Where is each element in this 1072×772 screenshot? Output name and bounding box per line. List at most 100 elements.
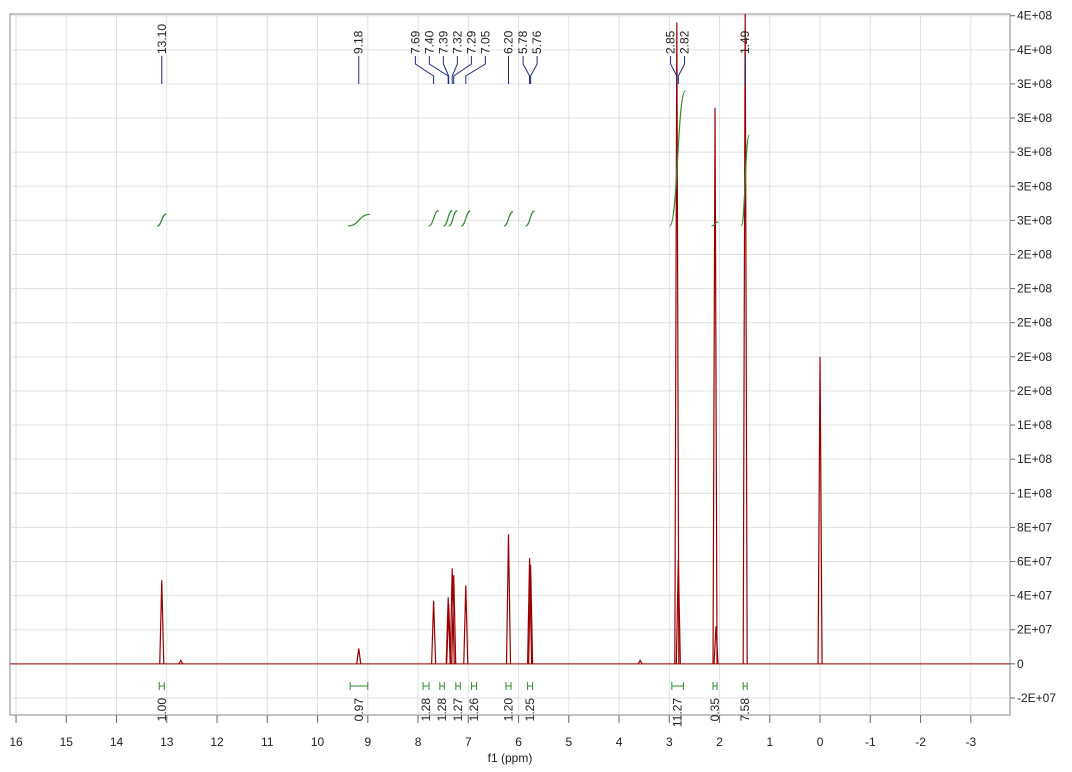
x-tick-label: 12 xyxy=(210,735,224,749)
peak-label: 7.29 xyxy=(464,30,478,54)
integral-bracket xyxy=(158,682,165,690)
y-tick-label: 4E+08 xyxy=(1017,9,1052,23)
integral-curve xyxy=(740,134,750,227)
integral-curve xyxy=(669,90,686,227)
peak-label-connector xyxy=(442,56,450,84)
plot-area xyxy=(10,14,1010,665)
x-tick-label: 0 xyxy=(817,735,824,749)
integral-bracket xyxy=(527,682,534,690)
x-tick-label: 1 xyxy=(766,735,773,749)
integral-bracket xyxy=(422,682,430,690)
x-tick-label: 2 xyxy=(716,735,723,749)
y-tick-label: 1E+08 xyxy=(1017,452,1052,466)
y-tick-label: 8E+07 xyxy=(1017,520,1052,534)
peak-label: 2.82 xyxy=(678,30,692,54)
y-tick-label: 2E+08 xyxy=(1017,247,1052,261)
peak-label: 7.32 xyxy=(450,30,464,54)
integral-label: 1.25 xyxy=(523,698,537,722)
peak-label-connector xyxy=(428,56,449,84)
peak-label: 7.39 xyxy=(436,30,450,54)
y-tick-label: 2E+08 xyxy=(1017,384,1052,398)
y-tick-label: 3E+08 xyxy=(1017,111,1052,125)
peak-label-connector xyxy=(465,56,486,84)
peak xyxy=(451,575,457,664)
x-tick-label: 10 xyxy=(311,735,325,749)
x-tick-label: 14 xyxy=(110,735,124,749)
peak xyxy=(742,14,748,664)
y-tick-label: 3E+08 xyxy=(1017,179,1052,193)
integral-label: 0.97 xyxy=(352,698,366,722)
integral-curve xyxy=(503,211,514,227)
y-tick-label: 4E+08 xyxy=(1017,43,1052,57)
integral-curve xyxy=(443,210,453,227)
x-tick-label: 8 xyxy=(415,735,422,749)
integral-label: 11.27 xyxy=(671,698,685,727)
peak-label-connector xyxy=(530,56,538,84)
integral-bracket xyxy=(349,682,369,690)
x-axis-label: f1 (ppm) xyxy=(488,751,533,765)
peak xyxy=(178,659,184,665)
integral-label: 1.27 xyxy=(451,698,465,722)
integral-curve xyxy=(525,210,535,227)
x-tick-label: 7 xyxy=(465,735,472,749)
peak xyxy=(712,107,718,664)
integral-label: 0.35 xyxy=(708,698,722,722)
x-tick-label: 3 xyxy=(666,735,673,749)
peak-label: 7.05 xyxy=(478,30,492,54)
peak-label: 5.78 xyxy=(516,30,530,54)
peak xyxy=(463,585,469,664)
x-tick-label: 9 xyxy=(364,735,371,749)
peak-label: 1.49 xyxy=(738,30,752,54)
peak-label: 7.69 xyxy=(408,30,422,54)
peak xyxy=(675,559,681,664)
x-tick-label: 6 xyxy=(515,735,522,749)
peak-label: 7.40 xyxy=(422,30,436,54)
integral-bracket xyxy=(505,682,512,690)
integral-curve xyxy=(711,221,719,227)
integral-label: 1.26 xyxy=(467,698,481,722)
y-tick-label: 6E+07 xyxy=(1017,554,1052,568)
x-tick-label: -2 xyxy=(915,735,926,749)
integral-bracket xyxy=(439,682,445,690)
integral-label: 1.20 xyxy=(501,698,515,722)
peak xyxy=(431,600,437,664)
peak-label: 5.76 xyxy=(530,30,544,54)
integral-label: 7.58 xyxy=(738,698,752,722)
y-tick-label: 2E+08 xyxy=(1017,350,1052,364)
peak-label: 9.18 xyxy=(352,30,366,54)
y-tick-label: 1E+08 xyxy=(1017,486,1052,500)
peak-label: 2.85 xyxy=(664,30,678,54)
peak xyxy=(713,626,719,664)
peak xyxy=(446,604,452,664)
peak xyxy=(674,22,680,664)
peak xyxy=(528,564,534,664)
integral-label: 1.28 xyxy=(435,698,449,722)
peak xyxy=(505,534,512,664)
x-tick-label: 13 xyxy=(160,735,174,749)
x-tick-label: -1 xyxy=(865,735,876,749)
integral-label: 1.00 xyxy=(155,698,169,722)
peak-label-connector xyxy=(453,56,472,84)
integral-curve xyxy=(461,210,471,227)
integral-curve xyxy=(348,213,370,227)
x-tick-label: 15 xyxy=(60,735,74,749)
y-tick-label: 1E+08 xyxy=(1017,418,1052,432)
peak-label-connector xyxy=(414,56,435,84)
peak-label-connector xyxy=(451,56,458,84)
x-tick-label: 5 xyxy=(565,735,572,749)
peak xyxy=(637,659,643,665)
y-tick-label: 3E+08 xyxy=(1017,213,1052,227)
integral-bracket xyxy=(671,682,684,690)
x-tick-label: 16 xyxy=(9,735,23,749)
peak-label-connector xyxy=(522,56,531,84)
integral-bracket xyxy=(455,682,461,690)
integral-label: 1.28 xyxy=(419,698,433,722)
peak xyxy=(817,356,823,664)
y-tick-label: 2E+07 xyxy=(1017,623,1052,637)
peak xyxy=(159,580,165,664)
x-tick-label: 11 xyxy=(261,735,274,749)
y-tick-label: -2E+07 xyxy=(1017,691,1056,705)
x-tick-label: -3 xyxy=(965,735,976,749)
integral-curve xyxy=(428,210,439,227)
